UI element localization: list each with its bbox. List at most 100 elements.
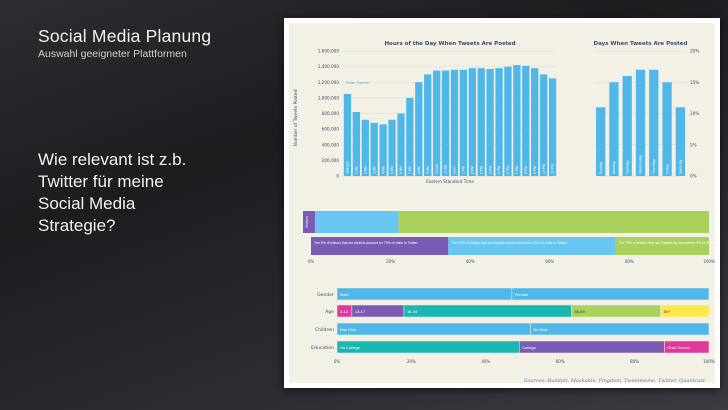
hours-category-label: 6 PM — [506, 166, 510, 174]
demographic-segment — [511, 287, 710, 301]
demographic-segment-label: No College — [340, 345, 361, 350]
hours-category-label: 8 PM — [524, 166, 528, 174]
demographic-segment-label: 35-49 — [574, 309, 585, 314]
hours-category-label: 10 PM — [542, 164, 546, 174]
hours-bar — [415, 82, 423, 176]
visitors-tick: 100% — [703, 259, 715, 264]
infographic-card: Hours of the Day When Tweets Are Posted N… — [284, 18, 720, 388]
hours-ylabel: Number of Tweets Posted — [293, 89, 299, 146]
demographic-segment — [664, 340, 710, 354]
demographic-row-label: Age — [325, 309, 334, 315]
demographic-segment-label: College — [522, 345, 536, 350]
hours-ytick: 1,000,000 — [318, 95, 340, 100]
visitors-note-text: The 73% of visitors that are Passers-by … — [618, 241, 715, 245]
hours-bar — [441, 70, 450, 176]
hours-bar — [388, 119, 396, 176]
hours-category-label: 11 AM — [444, 164, 448, 174]
hours-category-label: 9 PM — [533, 166, 537, 174]
demographic-segment-label: Grad School — [667, 345, 689, 350]
demographic-tick: 20% — [407, 359, 416, 364]
visitors-tick: 60% — [545, 259, 554, 264]
hours-bar — [539, 74, 548, 176]
visitors-tick: 40% — [466, 259, 475, 264]
days-bar — [596, 107, 606, 176]
visitors-tick: 0% — [308, 259, 315, 264]
days-category-label: Thursday — [652, 159, 656, 174]
visitors-side-label-box — [303, 211, 311, 233]
demographic-segment — [571, 304, 661, 318]
hours-bar — [361, 119, 369, 176]
hours-category-label: 1 PM — [462, 166, 466, 174]
visitors-note-box — [448, 237, 616, 255]
visitors-segment-addicts — [311, 211, 315, 233]
hours-ytick: 200,000 — [322, 158, 340, 163]
hours-category-label: 11 PM — [551, 164, 555, 174]
demographic-tick: 80% — [630, 359, 639, 364]
demographic-segment — [660, 304, 710, 318]
hours-category-label: midnight — [346, 161, 350, 174]
demographic-segment — [336, 340, 520, 354]
hours-category-label: 2 PM — [470, 166, 474, 174]
demographic-segment — [403, 304, 572, 318]
hours-category-label: 5 AM — [390, 166, 394, 174]
demographic-segment-label: 13-17 — [355, 309, 366, 314]
question-line-2: Twitter für meine — [38, 172, 164, 191]
infographic-svg: Hours of the Day When Tweets Are Posted N… — [293, 41, 715, 364]
hours-bar — [432, 70, 441, 176]
hours-bar — [352, 111, 361, 176]
hours-ytick: 1,200,000 — [318, 80, 340, 85]
demographic-tick: 40% — [481, 359, 490, 364]
demographic-segment-label: No Kids — [533, 327, 547, 332]
hours-category-label: 2 AM — [363, 166, 367, 174]
hours-chart-title: Hours of the Day When Tweets Are Posted — [384, 41, 515, 47]
slide-title: Social Media Planung — [38, 26, 212, 46]
demographic-segment-label: 18-34 — [407, 309, 418, 314]
hours-ytick: 800,000 — [322, 111, 340, 116]
question-line-4: Strategie? — [38, 216, 116, 235]
hours-bar — [486, 68, 494, 176]
days-category-label: Monday — [612, 161, 616, 174]
hours-category-label: 3 AM — [372, 166, 376, 174]
visitors-segment-passers-by — [398, 211, 709, 233]
demographic-segment-label: 50+ — [664, 309, 671, 314]
days-ytick: 10% — [690, 111, 699, 116]
hours-category-label: 3 PM — [479, 166, 483, 174]
demographic-tick: 100% — [703, 359, 715, 364]
hours-bar — [450, 69, 459, 176]
hours-bar — [468, 68, 476, 176]
demographic-segment-label: Male — [340, 292, 349, 297]
infographic-panel: Hours of the Day When Tweets Are Posted N… — [289, 23, 715, 384]
days-bar — [635, 69, 646, 176]
hours-category-label: 4 PM — [488, 166, 492, 174]
days-category-label: Wednesday — [639, 155, 643, 174]
hours-category-label: 10 AM — [435, 164, 439, 174]
hours-category-label: 7 AM — [408, 166, 412, 174]
visitors-note-box — [311, 237, 449, 255]
hours-category-label: 5 PM — [497, 166, 501, 174]
hours-bar — [513, 65, 521, 176]
hours-ytick: 600,000 — [322, 127, 340, 132]
days-ytick: 0% — [690, 174, 697, 179]
days-bar — [649, 69, 659, 176]
peak-annotation: Peak Tweets — [346, 80, 369, 85]
hours-bar — [370, 122, 378, 176]
visitors-segment-regular — [314, 211, 399, 233]
days-category-label: Saturday — [679, 159, 683, 174]
hours-category-label: 6 AM — [399, 166, 403, 174]
demographic-segment — [530, 322, 710, 336]
demographic-segment-label: Has Kids — [340, 327, 356, 332]
hours-category-label: 4 AM — [381, 166, 385, 174]
hours-category-label: noon — [453, 166, 457, 174]
demographic-segment-label: Female — [515, 292, 529, 297]
demographic-row-label: Gender — [317, 292, 334, 298]
demographic-segment — [336, 287, 513, 301]
hours-xlabel: Eastern Standard Time — [426, 179, 474, 184]
days-chart-title: Days When Tweets Are Posted — [594, 41, 688, 47]
hours-bar — [548, 78, 557, 176]
hours-ytick: 0 — [336, 174, 339, 179]
hours-category-label: 7 PM — [515, 166, 519, 174]
demographic-row-label: Children — [315, 327, 334, 333]
days-category-label: Friday — [665, 164, 669, 174]
sources-note: Sources: Buildpit, Mashable, Pingdom, Tw… — [523, 378, 705, 384]
hours-category-label: 1 AM — [355, 166, 359, 174]
